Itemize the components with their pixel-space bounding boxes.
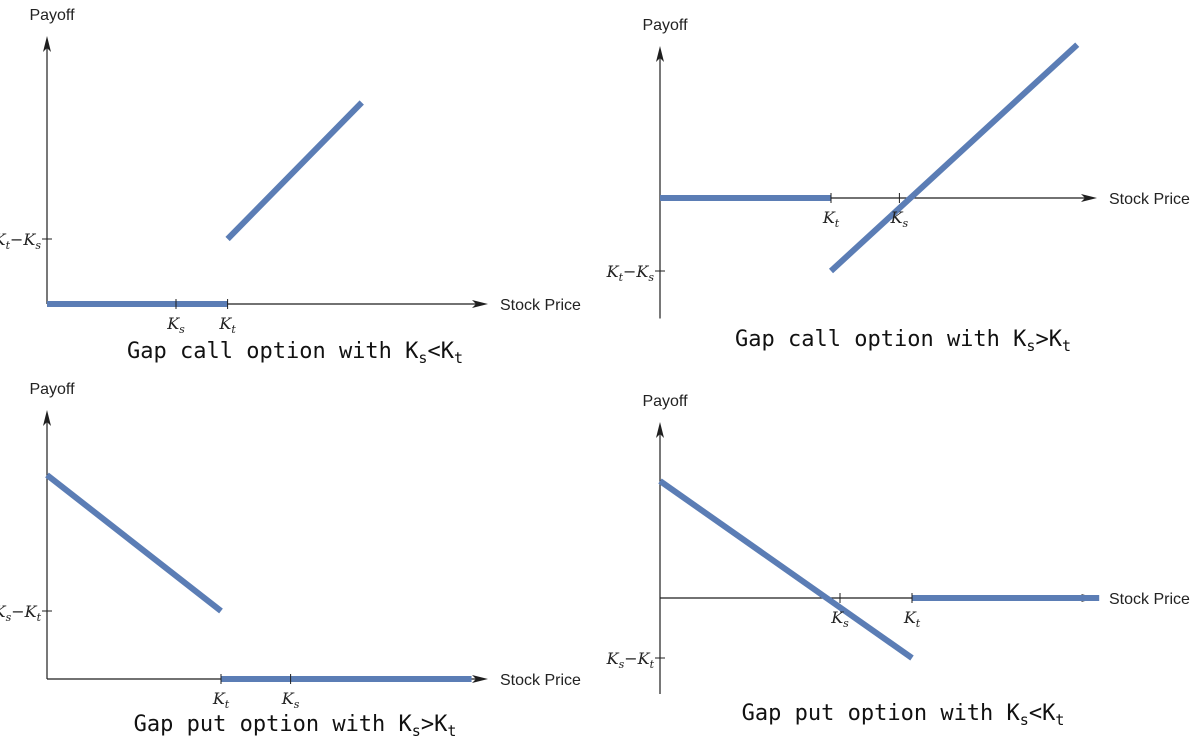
- y-axis-label: Payoff: [29, 381, 75, 398]
- x-axis-label: Stock Price: [1109, 191, 1190, 208]
- y-tick-label-1: Kt−Ks: [606, 262, 655, 284]
- y-axis-label: Payoff: [642, 393, 688, 410]
- chart-panel-4: Payoff Stock Price Ks Kt Ks−Kt Gap put option…: [606, 393, 1190, 729]
- chart-panel-3: Payoff Stock Price Kt Ks Ks−Kt Gap put option…: [0, 381, 581, 738]
- x-axis-arrow-icon: [472, 675, 488, 683]
- x-tick-label-2: Kt: [903, 608, 921, 630]
- chart-caption: Gap put option with Ks>Kt: [134, 712, 457, 738]
- x-tick-label-2: Kt: [218, 314, 236, 336]
- x-axis-label: Stock Price: [500, 672, 581, 689]
- chart-caption: Gap call option with Ks<Kt: [127, 339, 463, 367]
- x-tick-label-1: Kt: [822, 208, 840, 230]
- x-axis-label: Stock Price: [1109, 591, 1190, 608]
- y-axis-arrow-icon: [43, 36, 51, 52]
- y-tick-label-1: Kt−Ks: [0, 230, 41, 252]
- x-tick-label-1: Ks: [166, 314, 185, 336]
- x-axis-arrow-icon: [1081, 194, 1097, 202]
- y-axis-label: Payoff: [29, 7, 75, 24]
- x-axis-arrow-icon: [472, 300, 488, 308]
- chart-panel-1: Payoff Stock Price Ks Kt Kt−Ks Gap call optio…: [0, 7, 581, 367]
- chart-panel-2: Payoff Stock Price Kt Ks Kt−Ks Gap call optio…: [606, 17, 1190, 355]
- chart-caption: Gap put option with Ks<Kt: [742, 701, 1065, 729]
- y-axis-label: Payoff: [642, 17, 688, 34]
- chart-caption: Gap call option with Ks>Kt: [735, 327, 1071, 355]
- y-tick-label-1: Ks−Kt: [606, 649, 655, 671]
- y-axis-arrow-icon: [656, 46, 664, 62]
- x-tick-label-2: Ks: [281, 689, 300, 711]
- x-axis-label: Stock Price: [500, 297, 581, 314]
- y-axis-arrow-icon: [43, 410, 51, 426]
- x-tick-label-2: Ks: [890, 208, 909, 230]
- x-tick-label-1: Kt: [212, 689, 230, 711]
- payoff-segment-1: [45, 472, 223, 614]
- y-axis-arrow-icon: [656, 422, 664, 438]
- x-tick-label-1: Ks: [830, 608, 849, 630]
- y-tick-label-1: Ks−Kt: [0, 602, 42, 624]
- payoff-segment-1: [658, 478, 914, 661]
- payoff-segment-2: [828, 42, 1080, 274]
- payoff-segment-2: [225, 100, 364, 242]
